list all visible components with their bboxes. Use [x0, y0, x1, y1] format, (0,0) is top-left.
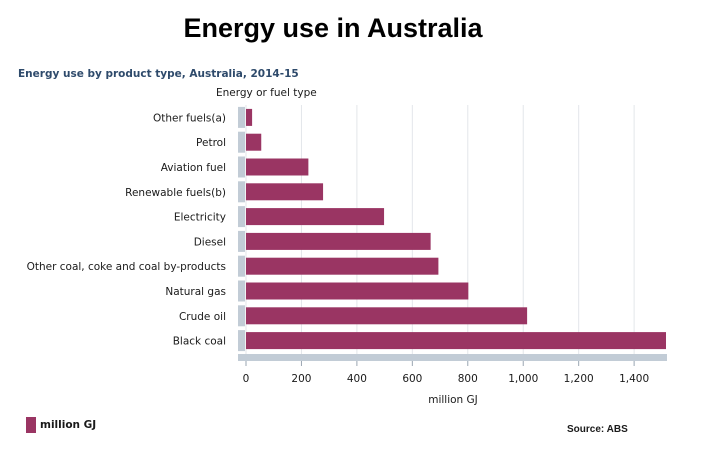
category-label: Other fuels(a) — [153, 112, 226, 124]
category-axis-segment — [238, 206, 245, 228]
chart-subtitle: Energy use by product type, Australia, 2… — [18, 68, 299, 80]
value-axis-title: million GJ — [428, 394, 478, 406]
category-axis-segment — [238, 156, 245, 178]
legend-label: million GJ — [40, 419, 97, 431]
bar — [246, 282, 469, 300]
bar — [246, 307, 528, 325]
category-label: Electricity — [174, 212, 226, 224]
bar — [246, 183, 324, 201]
category-label: Black coal — [173, 336, 226, 348]
legend: million GJ — [26, 417, 96, 433]
tick-label: 1,000 — [508, 373, 538, 385]
source-note: Source: ABS — [567, 424, 628, 435]
category-axis-segment — [238, 131, 245, 153]
category-axis-segment — [238, 230, 245, 252]
bar — [246, 232, 431, 250]
category-axis-title: Energy or fuel type — [216, 87, 317, 99]
category-axis-segment — [238, 255, 245, 277]
tick-label: 1,200 — [564, 373, 594, 385]
category-axis-segment — [238, 181, 245, 203]
tick-label: 0 — [243, 373, 250, 385]
category-label: Crude oil — [179, 311, 226, 323]
category-axis-segment — [238, 330, 245, 352]
category-label: Petrol — [196, 137, 226, 149]
category-label: Aviation fuel — [161, 162, 226, 174]
tick-label: 200 — [291, 373, 311, 385]
tick-label: 1,400 — [619, 373, 649, 385]
category-label: Other coal, coke and coal by-products — [27, 261, 226, 273]
category-axis-segment — [238, 280, 245, 302]
value-axis-band — [238, 354, 667, 361]
category-label: Natural gas — [165, 286, 226, 298]
bar — [246, 108, 253, 126]
bar — [246, 208, 385, 226]
legend-swatch — [26, 417, 36, 433]
bar — [246, 158, 309, 176]
bar — [246, 332, 666, 350]
category-label: Renewable fuels(b) — [125, 187, 226, 199]
category-label: Diesel — [194, 236, 226, 248]
category-axis-segment — [238, 106, 245, 128]
tick-label: 800 — [458, 373, 478, 385]
tick-label: 400 — [347, 373, 367, 385]
tick-label: 600 — [402, 373, 422, 385]
plot-area: Other fuels(a) Petrol Aviation fuel Renewab… — [27, 105, 667, 385]
bar — [246, 133, 262, 151]
chart-main-title: Energy use in Australia — [183, 13, 483, 43]
bar — [246, 257, 439, 275]
category-axis-segment — [238, 305, 245, 327]
